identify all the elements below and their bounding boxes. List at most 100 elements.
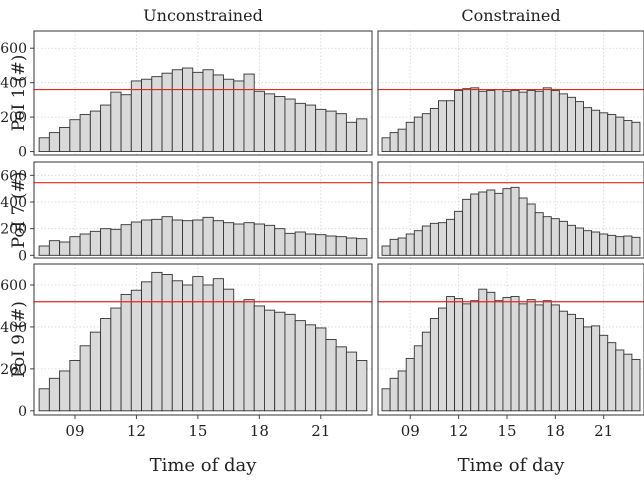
bar (38, 388, 50, 412)
bar (591, 231, 601, 256)
bar (478, 90, 488, 153)
y-tick-label: 600 (0, 168, 27, 184)
x-axis-title: Time of day (150, 455, 258, 476)
bar (502, 90, 512, 153)
bar (59, 370, 71, 412)
bar (59, 241, 71, 256)
x-tick-label: 21 (311, 422, 330, 440)
bar (462, 88, 472, 153)
y-tick-label: 0 (18, 248, 27, 264)
bar (223, 222, 235, 256)
panel-border (377, 30, 644, 156)
bar (161, 216, 173, 256)
bar (171, 219, 183, 256)
bar (284, 313, 296, 412)
bar (233, 223, 245, 256)
panel-1-constrained (377, 30, 644, 156)
bar (397, 128, 407, 153)
y-axis-title: PoI 1 (#) (9, 55, 29, 132)
bar (315, 234, 327, 256)
bar (542, 300, 552, 412)
bar (623, 235, 633, 256)
bar (575, 318, 584, 412)
bar (171, 280, 183, 412)
y-tick-label: 600 (0, 278, 27, 294)
bar (130, 80, 142, 153)
panels-layer (30, 30, 644, 419)
bar (478, 191, 488, 256)
bar (421, 331, 431, 412)
bar (615, 349, 625, 412)
x-tick-label: 18 (250, 422, 269, 440)
y-tick-label: 400 (0, 76, 27, 92)
bar (429, 108, 439, 153)
bar (100, 318, 112, 412)
x-tick-label: 12 (127, 422, 146, 440)
y-tick-label: 200 (0, 110, 27, 126)
bar (151, 218, 163, 256)
bar (542, 216, 552, 256)
bar (518, 197, 528, 256)
bar (389, 238, 399, 256)
bar (110, 228, 122, 256)
bar (454, 210, 464, 256)
bar (120, 224, 132, 256)
bar (631, 121, 641, 153)
bar (550, 89, 560, 153)
bar (100, 228, 112, 256)
bar (494, 192, 504, 256)
bar (325, 235, 337, 256)
bar (566, 96, 576, 153)
bar (130, 221, 142, 256)
bar (233, 301, 245, 412)
bar (502, 297, 512, 412)
panel-3-constrained (377, 263, 644, 416)
bar (202, 216, 214, 256)
bar (470, 300, 480, 412)
bar (182, 220, 194, 256)
bar (510, 186, 520, 256)
bar (233, 80, 245, 153)
bar (534, 212, 544, 256)
column-label-constrained: Constrained (461, 6, 560, 25)
bar (502, 188, 512, 256)
bar (345, 237, 358, 256)
bar (356, 238, 368, 256)
bar (48, 377, 61, 412)
bar (243, 299, 255, 412)
bar (583, 326, 593, 412)
panel-border (33, 263, 373, 416)
bar (486, 89, 496, 153)
bar (454, 298, 464, 412)
bar (243, 222, 255, 256)
bar (575, 101, 584, 152)
bar (161, 72, 173, 153)
bar (325, 339, 337, 412)
bar (470, 87, 480, 153)
bar (615, 236, 625, 256)
bar (446, 218, 456, 256)
x-tick-label: 21 (594, 422, 613, 440)
bar (462, 198, 472, 256)
bar (264, 93, 276, 152)
bar (192, 71, 204, 153)
y-tick-label: 200 (0, 222, 27, 238)
bar (438, 222, 447, 256)
bar (583, 230, 593, 256)
bar (243, 73, 255, 153)
bar (110, 91, 122, 153)
x-tick-label: 12 (449, 422, 468, 440)
bar (69, 119, 81, 153)
bar (381, 245, 391, 256)
x-tick-label: 09 (65, 422, 84, 440)
panel-3-unconstrained (33, 263, 373, 416)
bar (526, 299, 536, 412)
panel-1-unconstrained (33, 30, 373, 156)
bar (325, 110, 337, 153)
bar (599, 334, 609, 412)
bar (534, 90, 544, 153)
bar (69, 360, 81, 412)
bar (212, 278, 224, 412)
bar (69, 236, 81, 256)
bar (534, 304, 544, 412)
